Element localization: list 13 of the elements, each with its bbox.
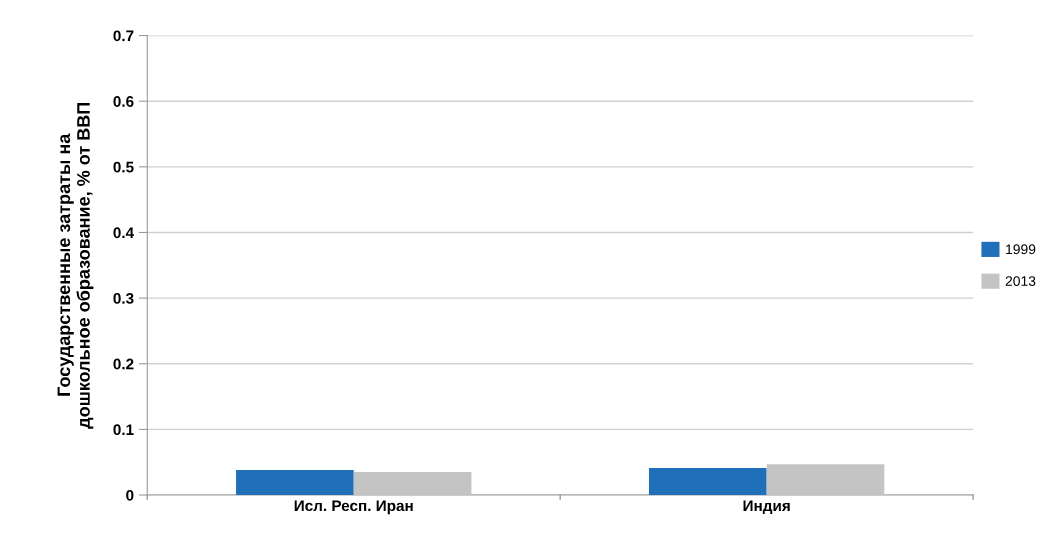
legend-label: 1999 (1006, 244, 1036, 255)
y-tick-label: 0.1 (113, 424, 134, 436)
y-tick-label: 0.2 (113, 358, 134, 370)
y-tick-label: 0 (126, 489, 134, 501)
legend-label: 2013 (1005, 276, 1036, 286)
y-tick-label: 0.5 (113, 161, 134, 173)
x-tick-label: Индия (743, 500, 790, 515)
y-tick-label: 0.6 (113, 96, 134, 107)
y-axis-title: Государственные затраты на дошкольное образование, % от ВВП (57, 102, 94, 429)
y-tick-label: 0.3 (113, 292, 134, 304)
x-tick-label: Исл. Респ. Иран (294, 500, 413, 515)
y-tick-label: 0.4 (113, 227, 135, 239)
y-tick-label: 0.7 (113, 30, 134, 42)
